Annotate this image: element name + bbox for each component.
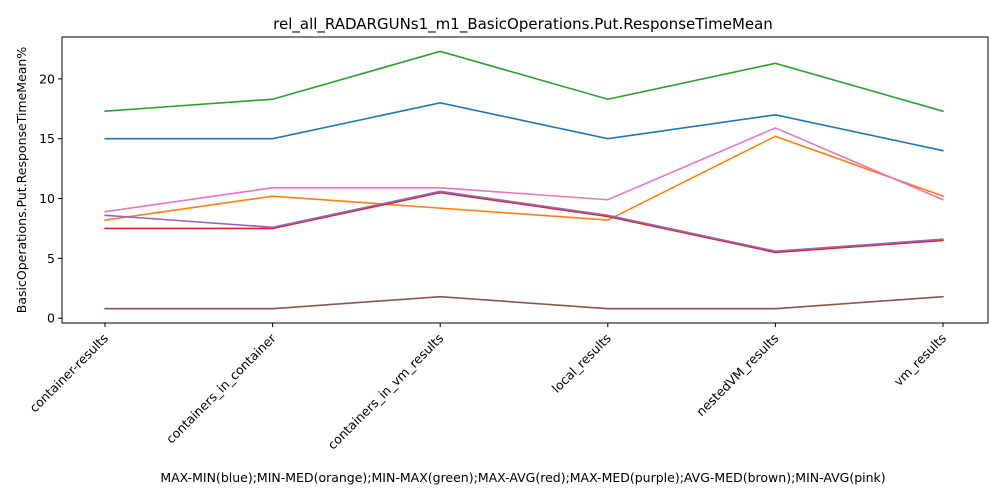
data-point xyxy=(942,195,944,197)
data-point xyxy=(271,227,274,230)
data-point xyxy=(607,98,609,101)
data-point xyxy=(607,198,609,201)
data-point xyxy=(271,137,274,140)
data-point xyxy=(439,207,442,209)
data-point xyxy=(774,113,777,116)
data-point xyxy=(104,227,106,230)
data-point xyxy=(607,214,609,217)
series-line-4 xyxy=(104,190,944,253)
data-point xyxy=(942,149,944,152)
x-tick-label: vm_results xyxy=(891,331,949,389)
series-line-3 xyxy=(105,191,944,254)
data-point xyxy=(271,186,274,189)
data-point xyxy=(271,98,274,101)
y-axis-label: BasicOperations.Put.ResponseTimeMean% xyxy=(14,47,29,314)
data-point xyxy=(942,238,944,241)
data-point xyxy=(607,307,609,310)
series-line-0 xyxy=(105,101,944,152)
data-point xyxy=(607,137,609,140)
data-point xyxy=(942,295,944,298)
data-point xyxy=(774,135,777,138)
y-tick-label: 20 xyxy=(39,71,55,86)
data-point xyxy=(607,219,609,221)
series-line-6 xyxy=(104,127,944,213)
y-tick-label: 5 xyxy=(47,251,55,266)
data-point xyxy=(104,219,106,221)
data-point xyxy=(271,226,274,229)
data-point xyxy=(104,110,106,112)
data-point xyxy=(774,62,777,65)
series-line-1 xyxy=(104,135,944,221)
data-point xyxy=(942,198,944,201)
data-point xyxy=(439,295,442,298)
data-point xyxy=(774,250,777,253)
data-point xyxy=(104,137,106,140)
y-tick-label: 10 xyxy=(39,191,55,206)
plot-frame xyxy=(61,36,989,324)
series-layer xyxy=(104,50,944,310)
x-tick-label: nestedVM_results xyxy=(693,331,781,419)
x-axis-label: MAX-MIN(blue);MIN-MED(orange);MIN-MAX(gr… xyxy=(160,470,885,485)
x-tick-label: local_results xyxy=(549,331,614,396)
data-point xyxy=(104,307,106,310)
data-point xyxy=(104,210,106,213)
series-line-5 xyxy=(105,295,944,310)
data-point xyxy=(104,214,106,217)
data-point xyxy=(774,307,777,310)
y-tick-label: 15 xyxy=(39,131,55,146)
data-point xyxy=(774,251,777,254)
y-tick-label: 0 xyxy=(47,311,55,326)
x-axis: container-results containers_in_container… xyxy=(26,323,949,452)
data-point xyxy=(774,127,777,129)
data-point xyxy=(439,102,442,104)
data-point xyxy=(439,50,442,53)
data-point xyxy=(942,110,944,112)
y-axis: 0 5 10 15 20 xyxy=(39,71,62,326)
data-point xyxy=(439,186,442,189)
x-tick-label: containers_in_vm_results xyxy=(324,331,446,453)
x-tick-label: container-results xyxy=(26,331,111,416)
series-line-2 xyxy=(104,50,944,112)
data-point xyxy=(271,195,274,197)
data-point xyxy=(271,307,274,310)
chart-title: rel_all_RADARGUNs1_m1_BasicOperations.Pu… xyxy=(273,15,773,34)
x-tick-label: containers_in_container xyxy=(163,330,279,446)
data-point xyxy=(439,190,442,193)
